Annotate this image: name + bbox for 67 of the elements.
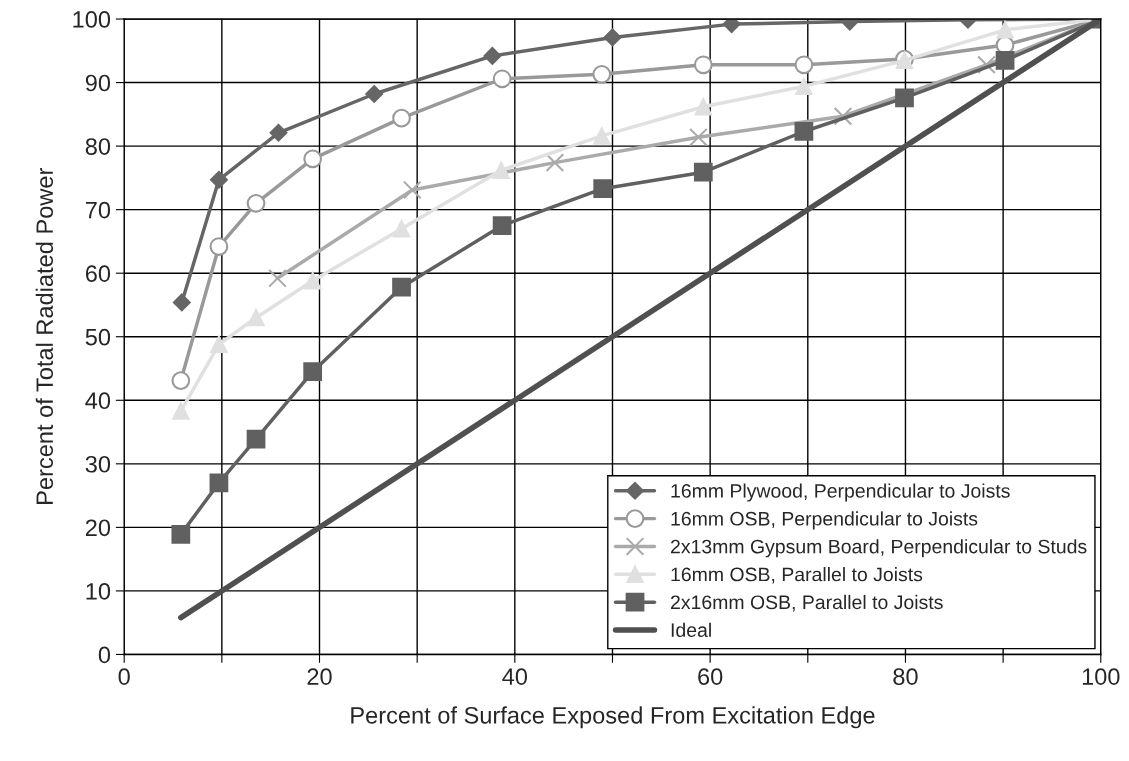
y-tick-label: 90 [85,74,111,92]
point [833,106,853,126]
x-tick-label: 60 [698,668,723,685]
point [593,127,611,145]
point [303,272,322,290]
y-tick-label: 70 [85,201,111,219]
point [209,473,229,493]
point [402,180,422,200]
point [392,108,411,128]
legend-label: 16mm OSB, Perpendicular to Joists [671,511,978,530]
point [694,98,712,116]
x-axis-title: Percent of Surface Exposed From Excitation Edge [351,706,875,729]
legend-label: Ideal [671,622,711,638]
x-tick-label: 100 [1082,668,1120,685]
point [492,69,512,89]
point [492,161,510,179]
point [269,123,288,142]
point [171,371,191,390]
x-tick-label: 20 [307,668,332,685]
point [795,77,813,96]
point [209,237,229,256]
point [392,277,411,297]
point [545,153,565,173]
y-axis-title: Percent of Total Radiated Power [35,168,54,504]
point [693,55,713,75]
point [247,309,265,327]
y-tick-label: 50 [85,328,111,346]
y-tick-label: 20 [85,519,111,537]
point [603,28,622,47]
point [483,46,502,65]
point [392,220,411,238]
point [895,88,914,108]
y-tick-label: 40 [85,392,111,410]
y-tick-label: 80 [85,138,111,155]
y-tick-label: 10 [86,582,111,600]
y-tick-label: 60 [85,265,111,282]
legend-label: 2x16mm OSB, Parallel to Joists [671,594,943,612]
legend-label: 16mm OSB, Parallel to Joists [671,567,923,584]
point [794,55,814,75]
point [693,162,713,182]
point [996,21,1014,39]
point [210,335,228,354]
legend-label: 2x13mm Gypsum Board, Perpendicular to Studs [671,539,1087,558]
x-tick-label: 40 [502,668,528,685]
y-tick-label: 30 [85,455,111,473]
point [794,122,814,141]
point [977,55,996,75]
point [172,293,191,312]
y-tick-label: 100 [73,11,111,28]
point [592,64,612,84]
point [303,149,323,169]
point [492,216,512,235]
point [689,127,708,147]
point [171,524,191,544]
x-tick-label: 80 [893,668,918,685]
point [995,50,1015,70]
point [303,362,323,382]
point [593,179,613,199]
point [246,193,266,213]
x-tick-label: 0 [118,668,130,685]
point [365,85,384,103]
point [210,170,228,189]
point [246,429,266,449]
legend-label: 16mm Plywood, Perpendicular to Joists [671,483,1010,502]
point [172,402,190,420]
point [268,268,287,288]
y-tick-label: 0 [98,646,111,664]
